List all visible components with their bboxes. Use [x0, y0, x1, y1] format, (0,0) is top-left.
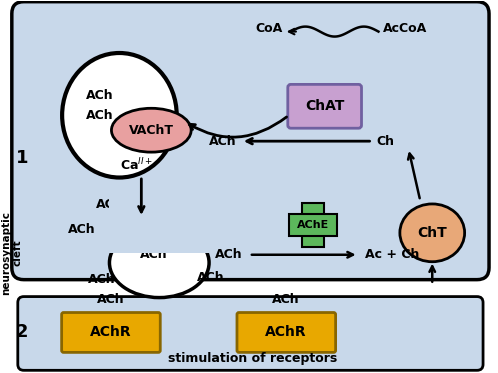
Ellipse shape — [400, 204, 465, 262]
FancyBboxPatch shape — [62, 313, 160, 352]
Text: 1: 1 — [15, 149, 28, 167]
Text: ACh: ACh — [272, 293, 300, 306]
Text: neurosynaptic
cleft: neurosynaptic cleft — [1, 211, 22, 295]
FancyBboxPatch shape — [288, 84, 362, 128]
Ellipse shape — [110, 228, 209, 298]
Text: AcCoA: AcCoA — [383, 22, 427, 35]
Text: ACh: ACh — [96, 198, 124, 211]
Text: ACh: ACh — [88, 273, 116, 286]
Text: ACh: ACh — [209, 135, 237, 148]
Text: ACh: ACh — [215, 248, 243, 261]
FancyBboxPatch shape — [110, 193, 209, 253]
Text: CoA: CoA — [255, 22, 282, 35]
Text: Ca$^{II+}$: Ca$^{II+}$ — [120, 157, 153, 173]
FancyBboxPatch shape — [302, 203, 324, 247]
Ellipse shape — [112, 108, 191, 152]
Text: 2: 2 — [15, 323, 28, 341]
Ellipse shape — [62, 53, 177, 178]
Text: VAChT: VAChT — [129, 124, 174, 137]
Text: AChE: AChE — [297, 220, 329, 230]
Text: ACh: ACh — [68, 223, 96, 236]
Text: stimulation of receptors: stimulation of receptors — [168, 352, 338, 365]
Text: Ch: Ch — [376, 135, 394, 148]
Text: ChAT: ChAT — [305, 99, 344, 113]
Text: ACh: ACh — [197, 271, 225, 284]
Text: AChR: AChR — [90, 326, 131, 339]
FancyBboxPatch shape — [237, 313, 336, 352]
FancyBboxPatch shape — [289, 214, 337, 236]
Text: AChR: AChR — [265, 326, 307, 339]
Text: ACh: ACh — [86, 109, 114, 122]
Text: ChT: ChT — [417, 226, 447, 240]
Text: Ac + Ch: Ac + Ch — [365, 248, 420, 261]
Text: ACh: ACh — [86, 89, 114, 102]
Text: ACh: ACh — [139, 248, 167, 261]
FancyBboxPatch shape — [12, 2, 489, 280]
Text: ACh: ACh — [97, 293, 124, 306]
FancyBboxPatch shape — [18, 297, 483, 370]
